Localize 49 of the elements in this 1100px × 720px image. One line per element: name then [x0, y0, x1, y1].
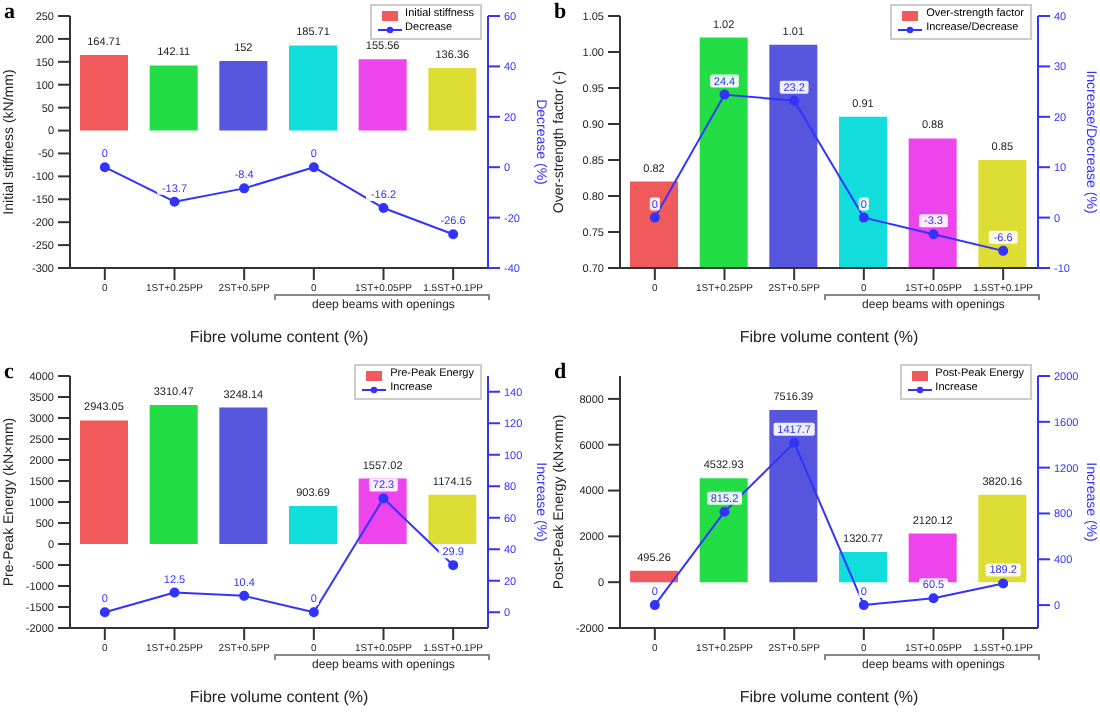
x-axis-title: Fibre volume content (%)	[187, 328, 371, 346]
point	[378, 203, 389, 214]
point	[239, 590, 250, 601]
point	[858, 600, 869, 611]
bar	[358, 59, 407, 131]
point	[789, 437, 800, 448]
point	[719, 89, 730, 100]
point	[719, 506, 730, 517]
bar	[149, 404, 198, 544]
bar	[289, 506, 337, 544]
point	[169, 587, 180, 598]
bar	[149, 65, 198, 131]
bar	[908, 533, 957, 583]
point	[998, 578, 1009, 589]
bar	[219, 60, 268, 131]
bar	[80, 55, 128, 131]
x-axis-title: Fibre volume content (%)	[737, 688, 921, 706]
bar	[769, 409, 818, 583]
point	[99, 607, 110, 618]
bar	[428, 494, 477, 544]
point	[169, 196, 180, 207]
bar	[80, 420, 128, 544]
point	[308, 607, 319, 618]
point	[308, 162, 319, 173]
bar	[219, 407, 268, 544]
point	[239, 183, 250, 194]
x-axis-title: Fibre volume content (%)	[737, 328, 921, 346]
bar	[699, 478, 748, 583]
chart-title: a	[4, 0, 15, 24]
point	[928, 229, 939, 240]
point	[378, 493, 389, 504]
bar	[289, 45, 337, 131]
point	[928, 593, 939, 604]
chart-title: b	[554, 0, 567, 24]
point	[448, 229, 459, 240]
bar	[839, 551, 887, 583]
x-axis-title: Fibre volume content (%)	[187, 688, 371, 706]
point	[858, 212, 869, 223]
chart-title: c	[4, 360, 14, 384]
bar	[978, 494, 1027, 583]
point	[998, 245, 1009, 256]
point	[99, 162, 110, 173]
point	[448, 560, 459, 571]
bar	[630, 570, 678, 583]
point	[649, 212, 660, 223]
chart-title: d	[554, 360, 567, 384]
bar	[428, 68, 477, 131]
point	[789, 95, 800, 106]
point	[649, 600, 660, 611]
